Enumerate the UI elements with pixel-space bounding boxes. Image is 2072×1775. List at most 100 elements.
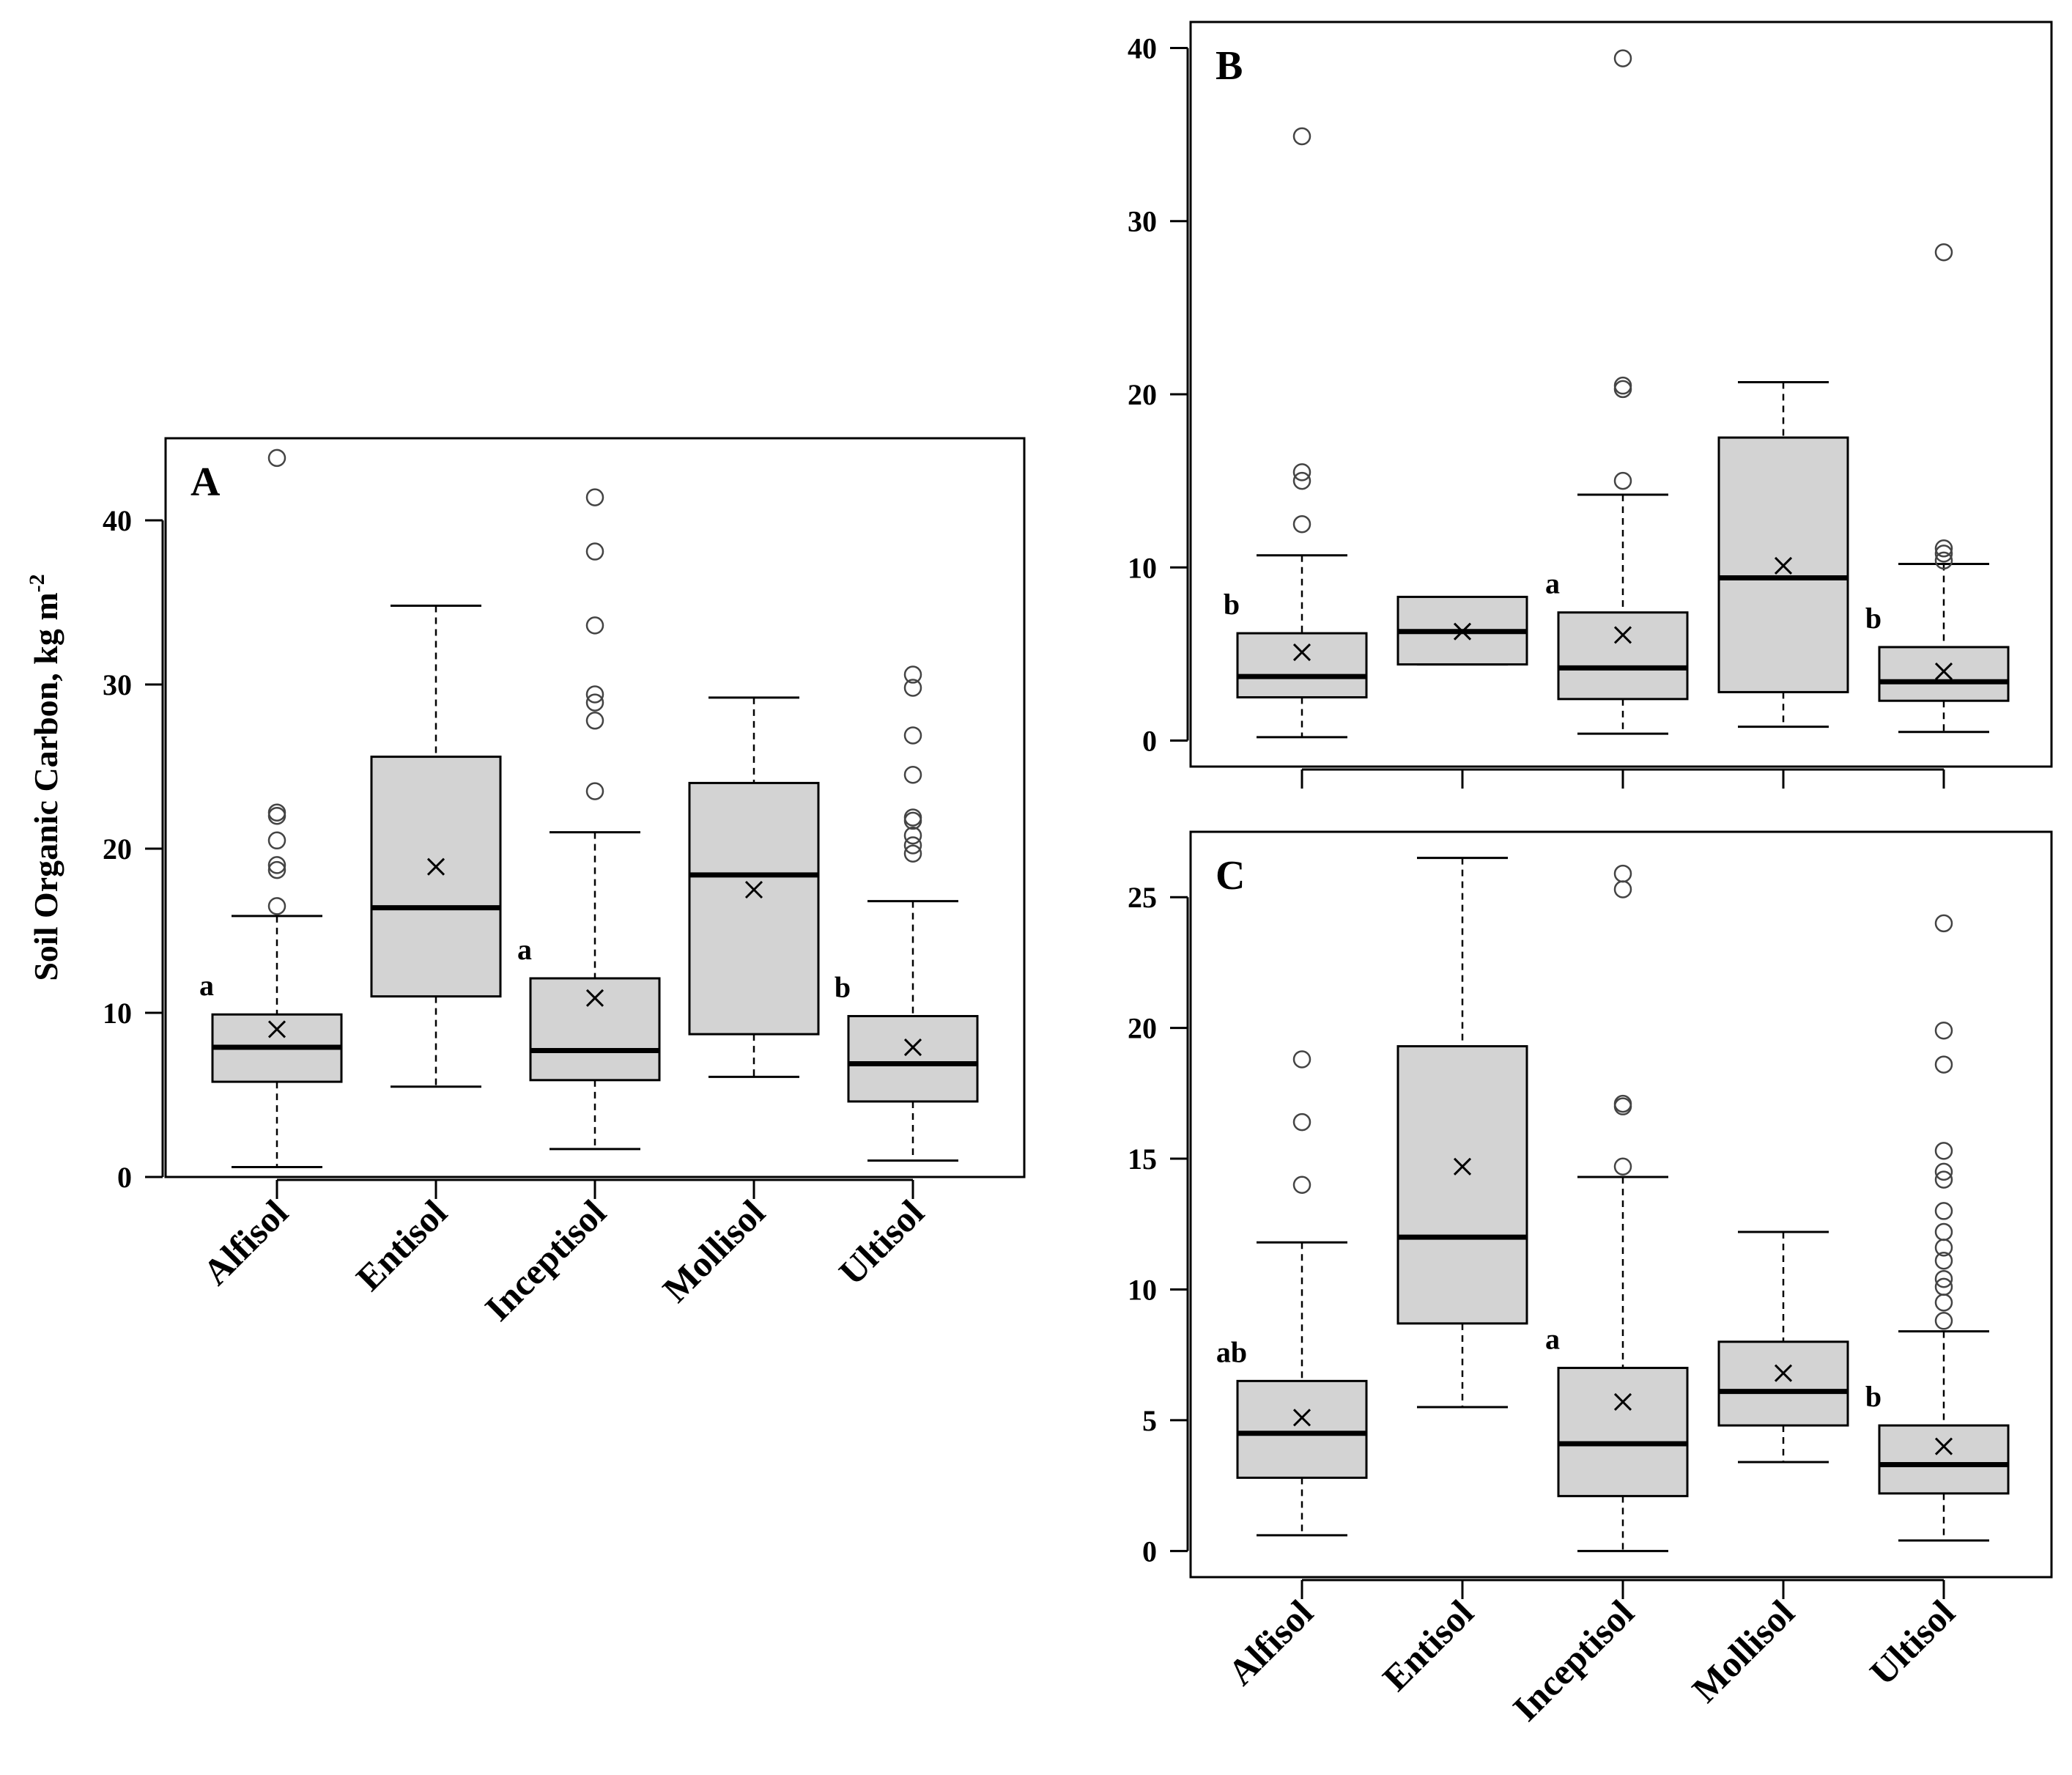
- iqr-box: [1236, 1379, 1368, 1479]
- panel-c-box-ultisol: b: [1865, 914, 2010, 1542]
- mean-marker-stroke: [1292, 643, 1311, 662]
- iqr-box: [847, 1014, 979, 1103]
- outlier-point: [903, 826, 922, 845]
- panel-a-box-entisol: [370, 604, 502, 1088]
- outlier-point: [1613, 376, 1632, 395]
- outlier-point: [1934, 1251, 1953, 1270]
- mean-marker-stroke: [1453, 622, 1472, 641]
- outlier-point: [1934, 1021, 1953, 1040]
- significance-letter: b: [835, 970, 851, 1003]
- outlier-point: [903, 765, 922, 784]
- panel-a-letter: A: [190, 460, 221, 505]
- outlier-point: [1934, 551, 1953, 570]
- panel-a-y-tick-label: 30: [103, 668, 132, 701]
- panel-b-box-mollisol: [1717, 380, 1849, 728]
- outlier-point: [1934, 1222, 1953, 1241]
- mean-marker-stroke: [1934, 1437, 1953, 1455]
- significance-letter: b: [1865, 1380, 1882, 1413]
- panel-a-box-inceptisol: a: [517, 488, 661, 1151]
- mean-marker-stroke: [1934, 662, 1953, 681]
- panel-b-y-tick-label: 10: [1128, 551, 1157, 584]
- outlier-point: [1934, 1055, 1953, 1074]
- significance-letter: a: [1545, 567, 1560, 600]
- mean-marker: [1934, 1437, 1953, 1455]
- mean-marker-stroke: [744, 880, 763, 899]
- outlier-point: [585, 693, 604, 712]
- significance-letter: a: [517, 933, 532, 966]
- outlier-point: [1292, 1050, 1311, 1069]
- iqr-box: [1557, 1367, 1689, 1497]
- mean-marker: [1292, 1409, 1311, 1427]
- iqr-box: [1878, 646, 2010, 702]
- mean-marker: [1453, 1157, 1472, 1176]
- panel-a-y-tick-label: 10: [103, 997, 132, 1030]
- panel-b-frame: [1189, 21, 2053, 768]
- outlier-point: [1934, 1294, 1953, 1312]
- panel-b-y-tick-label: 30: [1128, 205, 1157, 238]
- outlier-point: [1934, 539, 1953, 558]
- mean-marker: [1774, 1364, 1793, 1382]
- panel-c-category-label: Ultisol: [1862, 1592, 1963, 1693]
- panel-a-frame: [164, 437, 1026, 1178]
- panel-c-box-mollisol: [1717, 1230, 1849, 1464]
- outlier-point: [903, 665, 922, 684]
- iqr-box: [1557, 611, 1689, 701]
- panel-a-box-ultisol: b: [835, 665, 979, 1162]
- iqr-box: [688, 781, 820, 1036]
- panel-c-y-tick-label: 10: [1128, 1273, 1157, 1306]
- mean-marker: [1774, 556, 1793, 575]
- panel-b-box-ultisol: b: [1865, 243, 2010, 734]
- mean-marker: [903, 1038, 922, 1057]
- mean-marker: [1613, 1392, 1632, 1411]
- panel-c-category-label: Entisol: [1374, 1592, 1481, 1699]
- outlier-point: [903, 844, 922, 863]
- panel-a: 0 10 20 30 40 Aa Alfisol Entisol a Inceptisol Moll…: [103, 437, 1026, 1329]
- panel-c-y-tick-label: 15: [1128, 1143, 1157, 1176]
- outlier-point: [1292, 471, 1311, 490]
- panel-c-box-inceptisol: a: [1545, 864, 1689, 1552]
- iqr-box: [1236, 632, 1368, 698]
- outlier-point: [267, 449, 286, 468]
- outlier-point: [1613, 880, 1632, 898]
- mean-marker-stroke: [1292, 1409, 1311, 1427]
- outlier-point: [1934, 1142, 1953, 1160]
- outlier-point: [1613, 864, 1632, 883]
- mean-marker: [1292, 643, 1311, 662]
- outlier-point: [585, 542, 604, 561]
- outlier-point: [1292, 1112, 1311, 1132]
- mean-marker: [744, 880, 763, 899]
- outlier-point: [903, 679, 922, 697]
- panel-a-category-label: Ultisol: [831, 1192, 932, 1293]
- outlier-point: [1613, 380, 1632, 399]
- panel-c-box-entisol: [1396, 857, 1528, 1409]
- outlier-point: [1292, 127, 1311, 146]
- outlier-point: [1934, 1202, 1953, 1220]
- panel-a-category-label: Mollisol: [654, 1192, 772, 1310]
- panel-c-category-label: Inceptisol: [1505, 1592, 1642, 1729]
- mean-marker: [1934, 662, 1953, 681]
- iqr-box: [1396, 1045, 1528, 1325]
- mean-marker-stroke: [1774, 556, 1793, 575]
- outlier-point: [1934, 914, 1953, 933]
- panel-a-category-label: Alfisol: [195, 1192, 296, 1293]
- iqr-box: [370, 756, 502, 998]
- outlier-point: [1934, 1170, 1953, 1189]
- mean-marker-stroke: [426, 857, 445, 876]
- iqr-box: [1878, 1424, 2010, 1495]
- mean-marker: [426, 857, 445, 876]
- mean-marker: [585, 989, 604, 1007]
- outlier-point: [1934, 1269, 1953, 1288]
- panel-c-category-label: Alfisol: [1220, 1592, 1321, 1693]
- significance-letter: b: [1224, 588, 1240, 621]
- outlier-point: [1292, 463, 1311, 481]
- panel-b-box-inceptisol: a: [1545, 49, 1689, 735]
- outlier-point: [903, 808, 922, 827]
- outlier-point: [1934, 1162, 1953, 1181]
- panel-c-y-tick-label: 0: [1142, 1535, 1157, 1568]
- panel-b-y-tick-label: 20: [1128, 378, 1157, 411]
- significance-letter: a: [199, 969, 214, 1002]
- outlier-point: [1613, 471, 1632, 490]
- outlier-point: [267, 831, 286, 850]
- panel-c-y-tick-label: 5: [1142, 1404, 1157, 1437]
